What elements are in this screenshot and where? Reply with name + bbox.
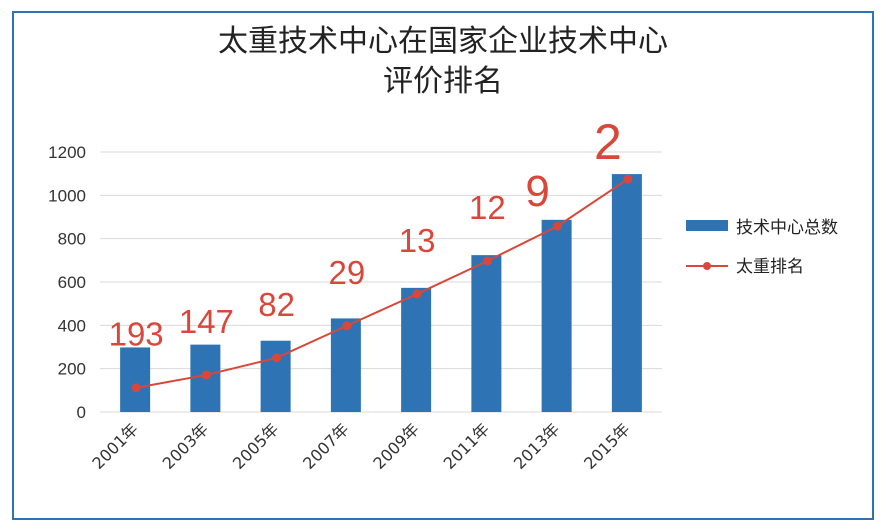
- rank-label: 193: [109, 316, 164, 353]
- bar: [120, 347, 151, 412]
- bar: [260, 340, 291, 412]
- legend-bar-label: 技术中心总数: [736, 218, 838, 238]
- x-tick-label: 2011年: [440, 419, 494, 473]
- rank-label: 82: [258, 286, 295, 323]
- y-tick-label: 400: [58, 316, 86, 335]
- chart-title: 太重技术中心在国家企业技术中心 评价排名: [0, 22, 886, 102]
- rank-label: 13: [399, 222, 436, 259]
- x-tick-label: 2003年: [159, 419, 213, 473]
- rank-line: [135, 178, 629, 389]
- y-tick-label: 800: [58, 230, 86, 249]
- legend-bar-swatch: [686, 220, 728, 231]
- legend-line-label: 太重排名: [736, 257, 804, 277]
- y-tick-label: 1200: [48, 143, 86, 162]
- bar: [471, 255, 502, 412]
- x-tick-label: 2005年: [229, 419, 283, 473]
- x-tick-label: 2013年: [510, 419, 564, 473]
- rank-label: 9: [525, 167, 549, 216]
- y-axis-ticks: 0 200 400 600 800 1000 1200: [48, 143, 86, 422]
- rank-marker: [412, 289, 422, 299]
- rank-marker: [131, 383, 141, 393]
- y-tick-label: 600: [58, 273, 86, 292]
- rank-marker: [272, 353, 282, 363]
- x-tick-label: 2015年: [580, 419, 634, 473]
- rank-label: 2: [594, 114, 622, 170]
- bar: [611, 174, 642, 412]
- y-tick-label: 1000: [48, 186, 86, 205]
- rank-label: 29: [329, 254, 366, 291]
- bar: [330, 318, 361, 412]
- x-tick-label: 2007年: [299, 419, 353, 473]
- gridlines: [100, 151, 662, 413]
- chart-title-line-2: 评价排名: [383, 64, 503, 99]
- bar: [541, 219, 572, 412]
- legend-line-marker: [703, 262, 711, 270]
- rank-marker: [201, 370, 211, 380]
- rank-marker: [623, 174, 633, 184]
- rank-label: 12: [469, 189, 506, 226]
- x-tick-label: 2001年: [88, 419, 142, 473]
- legend: 技术中心总数 太重排名: [686, 218, 838, 277]
- chart-frame: [12, 11, 874, 520]
- rank-marker: [342, 321, 352, 331]
- bar-series: [120, 174, 642, 412]
- x-axis-labels: 2001年 2003年 2005年 2007年 2009年 2011年 2013年 2015年: [88, 419, 633, 473]
- bar: [401, 287, 432, 412]
- y-tick-label: 200: [58, 360, 86, 379]
- chart-title-line-1: 太重技术中心在国家企业技术中心: [218, 24, 668, 59]
- rank-marker: [482, 256, 492, 266]
- rank-label: 147: [179, 303, 234, 340]
- y-tick-label: 0: [77, 403, 86, 422]
- x-tick-label: 2009年: [369, 419, 423, 473]
- line-series: 193 147 82 29 13 12 92: [109, 114, 633, 393]
- rank-marker: [553, 221, 563, 231]
